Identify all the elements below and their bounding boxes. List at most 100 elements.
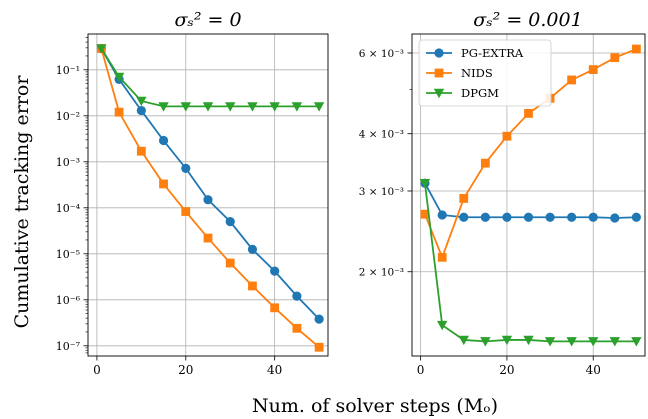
data-point-nids [181, 207, 191, 216]
data-point-pg-extra [314, 314, 324, 324]
data-point-dpgm [566, 337, 577, 347]
data-point-dpgm [158, 102, 169, 112]
data-point-pg-extra [567, 212, 577, 222]
y-tick-label: 2 × 10⁻³ [359, 267, 404, 279]
data-point-pg-extra [181, 163, 191, 173]
data-point-nids [480, 158, 490, 168]
data-point-pg-extra [610, 213, 620, 223]
panel-title: σₛ² = 0.001 [473, 9, 582, 31]
series-line-dpgm [424, 183, 637, 343]
data-point-pg-extra [203, 195, 213, 205]
data-point-nids [136, 146, 146, 156]
data-point-dpgm [501, 335, 513, 346]
data-point-nids [114, 107, 124, 117]
data-point-nids [610, 53, 620, 63]
y-tick-label: 3 × 10⁻³ [359, 186, 404, 198]
x-tick-label: 20 [499, 363, 514, 377]
left-panel: 10⁻⁷ 10⁻⁶ 10⁻⁵ 10⁻⁴ 10⁻³ 10⁻² 10⁻¹ 0 20 40 σₛ² = 0 [56, 9, 329, 377]
y-tick-label: 10⁻³ [56, 156, 80, 169]
y-tick-label: 10⁻⁵ [56, 248, 80, 261]
data-point-dpgm [437, 320, 448, 331]
data-point-nids [292, 323, 302, 333]
data-point-nids [437, 252, 447, 262]
series-line-dpgm [100, 48, 320, 108]
data-point-dpgm [480, 337, 491, 347]
series-line-pg-extra [424, 182, 637, 219]
series-group [96, 43, 325, 352]
data-point-nids [203, 233, 213, 243]
data-point-pg-extra [502, 212, 512, 222]
legend-marker-nids [434, 68, 444, 78]
plot-frame [411, 33, 646, 357]
data-point-dpgm [458, 335, 469, 346]
data-point-pg-extra [523, 212, 534, 222]
data-point-nids [159, 179, 168, 189]
data-point-dpgm [202, 102, 214, 112]
data-point-pg-extra [545, 212, 555, 222]
data-point-dpgm [544, 337, 556, 347]
x-tick-label: 0 [417, 363, 425, 377]
x-tick-label: 40 [267, 363, 282, 377]
data-point-dpgm [269, 102, 280, 112]
data-point-pg-extra [631, 212, 641, 222]
data-point-nids [248, 281, 257, 291]
data-point-pg-extra [247, 244, 258, 254]
data-point-nids [270, 303, 280, 313]
data-point-dpgm [523, 335, 534, 346]
data-point-nids [631, 44, 641, 54]
data-point-nids [225, 258, 235, 268]
y-tick-label: 10⁻⁶ [56, 294, 81, 307]
data-point-dpgm [588, 337, 599, 347]
data-point-dpgm [291, 102, 303, 112]
data-point-pg-extra [225, 217, 235, 227]
legend-marker-pg-extra [434, 48, 444, 58]
data-point-dpgm [419, 178, 431, 189]
right-panel: 2 × 10⁻³ 3 × 10⁻³ 4 × 10⁻³ 6 × 10⁻³ 0 20 40 σₛ²… [359, 9, 646, 377]
plot-frame [87, 33, 329, 357]
series-line-pg-extra [100, 48, 320, 320]
y-tick-label: 10⁻¹ [56, 64, 80, 77]
data-point-dpgm [113, 72, 125, 83]
legend-label-dpgm: DPGM [461, 86, 499, 100]
legend-marker-dpgm [433, 88, 445, 99]
data-point-nids [502, 131, 512, 141]
x-tick-label: 0 [93, 363, 101, 377]
legend-box [418, 39, 552, 107]
panel-title: σₛ² = 0 [174, 9, 241, 31]
legend-label-pg-extra: PG-EXTRA [461, 46, 524, 60]
data-point-nids [459, 194, 469, 203]
data-point-dpgm [247, 102, 258, 112]
data-point-pg-extra [270, 266, 280, 276]
legend-label-nids: NIDS [461, 66, 493, 80]
data-point-nids [314, 342, 324, 352]
data-point-nids [524, 108, 533, 118]
x-axis-label: Num. of solver steps (Mₒ) [252, 395, 498, 417]
data-point-dpgm [631, 337, 642, 347]
data-point-pg-extra [588, 212, 598, 222]
y-axis-label: Cumulative tracking error [11, 75, 33, 329]
data-point-dpgm [136, 96, 147, 107]
data-point-pg-extra [136, 105, 146, 116]
data-point-nids [588, 65, 598, 74]
data-point-dpgm [225, 102, 236, 112]
data-point-dpgm [313, 102, 325, 112]
y-tick-label: 6 × 10⁻³ [359, 48, 404, 60]
data-point-dpgm [96, 44, 107, 54]
x-tick-label: 40 [586, 363, 601, 377]
y-tick-label: 10⁻⁷ [56, 340, 81, 353]
data-point-dpgm [180, 102, 191, 112]
series-group [419, 44, 642, 347]
legend: PG-EXTRA NIDS DPGM [418, 39, 552, 107]
y-tick-label: 10⁻² [56, 110, 80, 123]
data-point-pg-extra [437, 210, 447, 220]
data-point-pg-extra [480, 212, 490, 222]
y-tick-label: 10⁻⁴ [56, 202, 81, 215]
data-point-nids [420, 209, 430, 219]
data-point-pg-extra [158, 135, 169, 146]
data-point-pg-extra [292, 291, 302, 301]
data-point-pg-extra [459, 212, 469, 222]
data-point-nids [567, 75, 577, 85]
data-point-dpgm [609, 337, 620, 347]
y-tick-label: 4 × 10⁻³ [359, 129, 404, 141]
